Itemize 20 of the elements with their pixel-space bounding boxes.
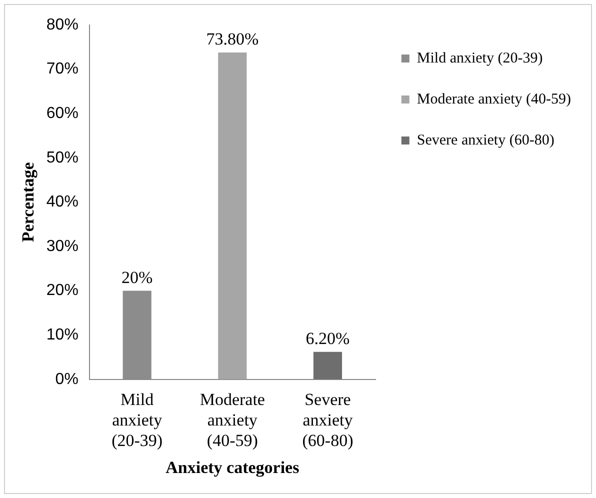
y-tick-label: 40% bbox=[46, 194, 78, 211]
y-tick-label: 80% bbox=[46, 16, 78, 34]
y-axis-title: Percentage bbox=[18, 162, 38, 242]
y-tick-label: 50% bbox=[46, 149, 78, 166]
legend-label: Severe anxiety (60-80) bbox=[416, 132, 554, 148]
data-label: 20% bbox=[122, 268, 153, 287]
y-tick-label: 10% bbox=[46, 326, 78, 344]
y-tick-label: 30% bbox=[46, 238, 78, 255]
y-tick-label: 70% bbox=[46, 60, 78, 78]
legend-label: Moderate anxiety (40-59) bbox=[416, 91, 572, 108]
x-axis-title: Anxiety categories bbox=[166, 458, 300, 478]
legend-label: Mild anxiety (20-39) bbox=[416, 50, 543, 66]
y-tick-label: 0% bbox=[55, 370, 78, 388]
y-tick-label: 20% bbox=[46, 282, 78, 300]
data-label: 6.20% bbox=[306, 328, 350, 348]
x-tick-label: Severe anxiety (60-80) bbox=[302, 390, 354, 450]
y-tick-label: 60% bbox=[46, 105, 78, 122]
data-label: 73.80% bbox=[206, 29, 259, 48]
x-tick-label: Moderate anxiety (40-59) bbox=[200, 390, 265, 450]
x-tick-label: Mild anxiety (20-39) bbox=[112, 390, 163, 450]
